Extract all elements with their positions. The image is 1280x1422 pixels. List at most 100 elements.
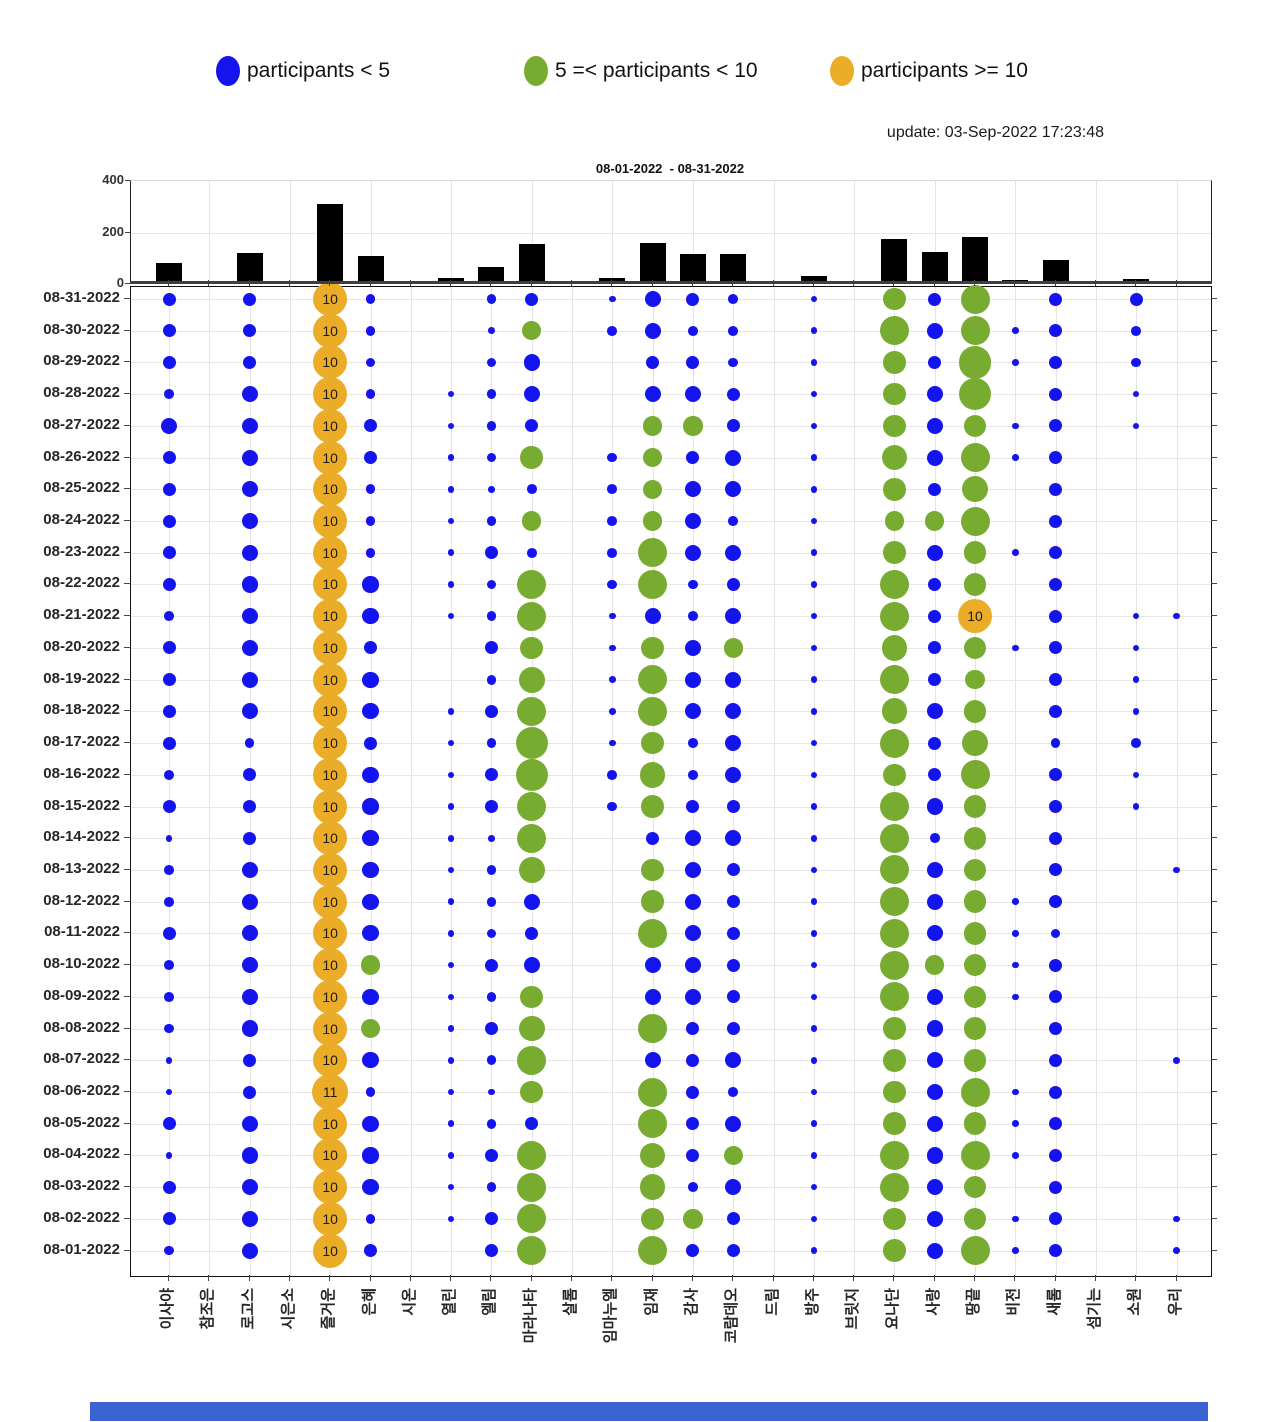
bubble [1132,771,1140,779]
date-label: 08-18-2022 [43,701,120,719]
bubble [1049,990,1063,1004]
bubble [362,861,379,879]
bubble-gridline [1055,287,1057,1276]
bubble [1049,1085,1063,1099]
bubble [725,1179,742,1196]
bubble [364,736,377,750]
bubble [1049,514,1063,528]
group-label: 마라나타 [521,1288,539,1344]
bubble-right-tick [1211,488,1217,490]
bubble [164,389,174,400]
bubble-gridline [1136,287,1138,1276]
bubble [486,611,497,622]
bubble-left-tick [124,868,130,870]
bubble [686,1117,700,1131]
bubble-right-tick [1211,900,1217,902]
bubble [447,612,455,620]
bubble [810,1088,818,1096]
bubble [1012,549,1019,557]
bubble [725,671,742,688]
bubble [638,665,668,695]
bubble [162,673,176,687]
bubble [607,484,618,495]
bar-gridline [531,181,533,284]
bubble [162,704,176,718]
bubble: 10 [313,1170,348,1205]
bubble-left-tick [124,393,130,395]
bubble [883,287,906,311]
bubble [963,953,987,977]
bubble-count-label: 10 [322,1242,338,1259]
bubble [928,355,942,369]
bubble-left-tick [124,1027,130,1029]
bubble-left-tick [124,1122,130,1124]
bubble [362,608,379,625]
bubble [362,893,379,910]
bubble [484,1148,498,1162]
bar-y-tick-label: 400 [102,172,124,187]
bubble [447,708,455,715]
group-label: 비전 [1005,1288,1023,1316]
bubble-right-tick [1211,646,1217,648]
bubble-gridline [209,287,211,1276]
bubble [644,1052,661,1069]
bubble [164,960,174,971]
bubble-gridline [131,774,1211,776]
bar [478,267,505,284]
bubble [879,1172,909,1202]
bubble [522,321,542,341]
bubble [486,991,497,1002]
legend-label-orange: participants >= 10 [861,59,1028,82]
bubble-count-label: 10 [322,798,338,815]
bubble-gridline [131,330,1211,332]
bubble-gridline [131,584,1211,586]
bar-gridline [1015,181,1017,284]
bubble-gridline [131,647,1211,649]
bubble [607,516,618,526]
bubble-left-tick [124,329,130,331]
bubble [362,1179,379,1196]
bubble [1049,673,1063,687]
bubble-count-label: 10 [322,544,338,561]
bubble [641,858,664,882]
bubble [447,486,455,493]
bubble-gridline [131,1092,1211,1093]
bubble [963,890,987,913]
bubble [365,357,376,368]
bubble [1012,1247,1019,1254]
bar-gridline [370,181,372,284]
bubble-right-tick [1211,995,1217,997]
bubble [810,739,818,747]
bubble-gridline [131,933,1211,935]
bubble [486,389,497,400]
bubble [243,1053,257,1067]
bubble [520,446,543,469]
date-label: 08-25-2022 [43,479,120,497]
bubble [1049,324,1063,338]
bubble-bottom-tick [248,1275,250,1281]
date-label: 08-05-2022 [43,1113,120,1131]
bubble-count-label: 10 [322,513,338,530]
group-label: 살롬 [562,1288,579,1316]
bubble-gridline [131,869,1211,871]
bubble [926,322,943,339]
bubble [1131,325,1142,336]
bubble [963,1017,987,1040]
bubble-gridline [131,743,1211,745]
bubble [726,958,740,972]
bubble [241,639,258,656]
bar [720,254,747,284]
bubble [522,511,542,531]
bubble [1012,930,1019,937]
bubble [365,1087,376,1097]
bubble [1012,1152,1019,1159]
bubble [517,1140,547,1170]
bubble-gridline [131,394,1211,396]
bubble [526,484,537,495]
bubble-right-tick [1211,1249,1217,1251]
bubble [638,538,668,568]
bubble [609,644,616,652]
bubble [241,417,258,434]
bubble [486,1055,497,1066]
bubble-right-tick [1211,583,1217,585]
